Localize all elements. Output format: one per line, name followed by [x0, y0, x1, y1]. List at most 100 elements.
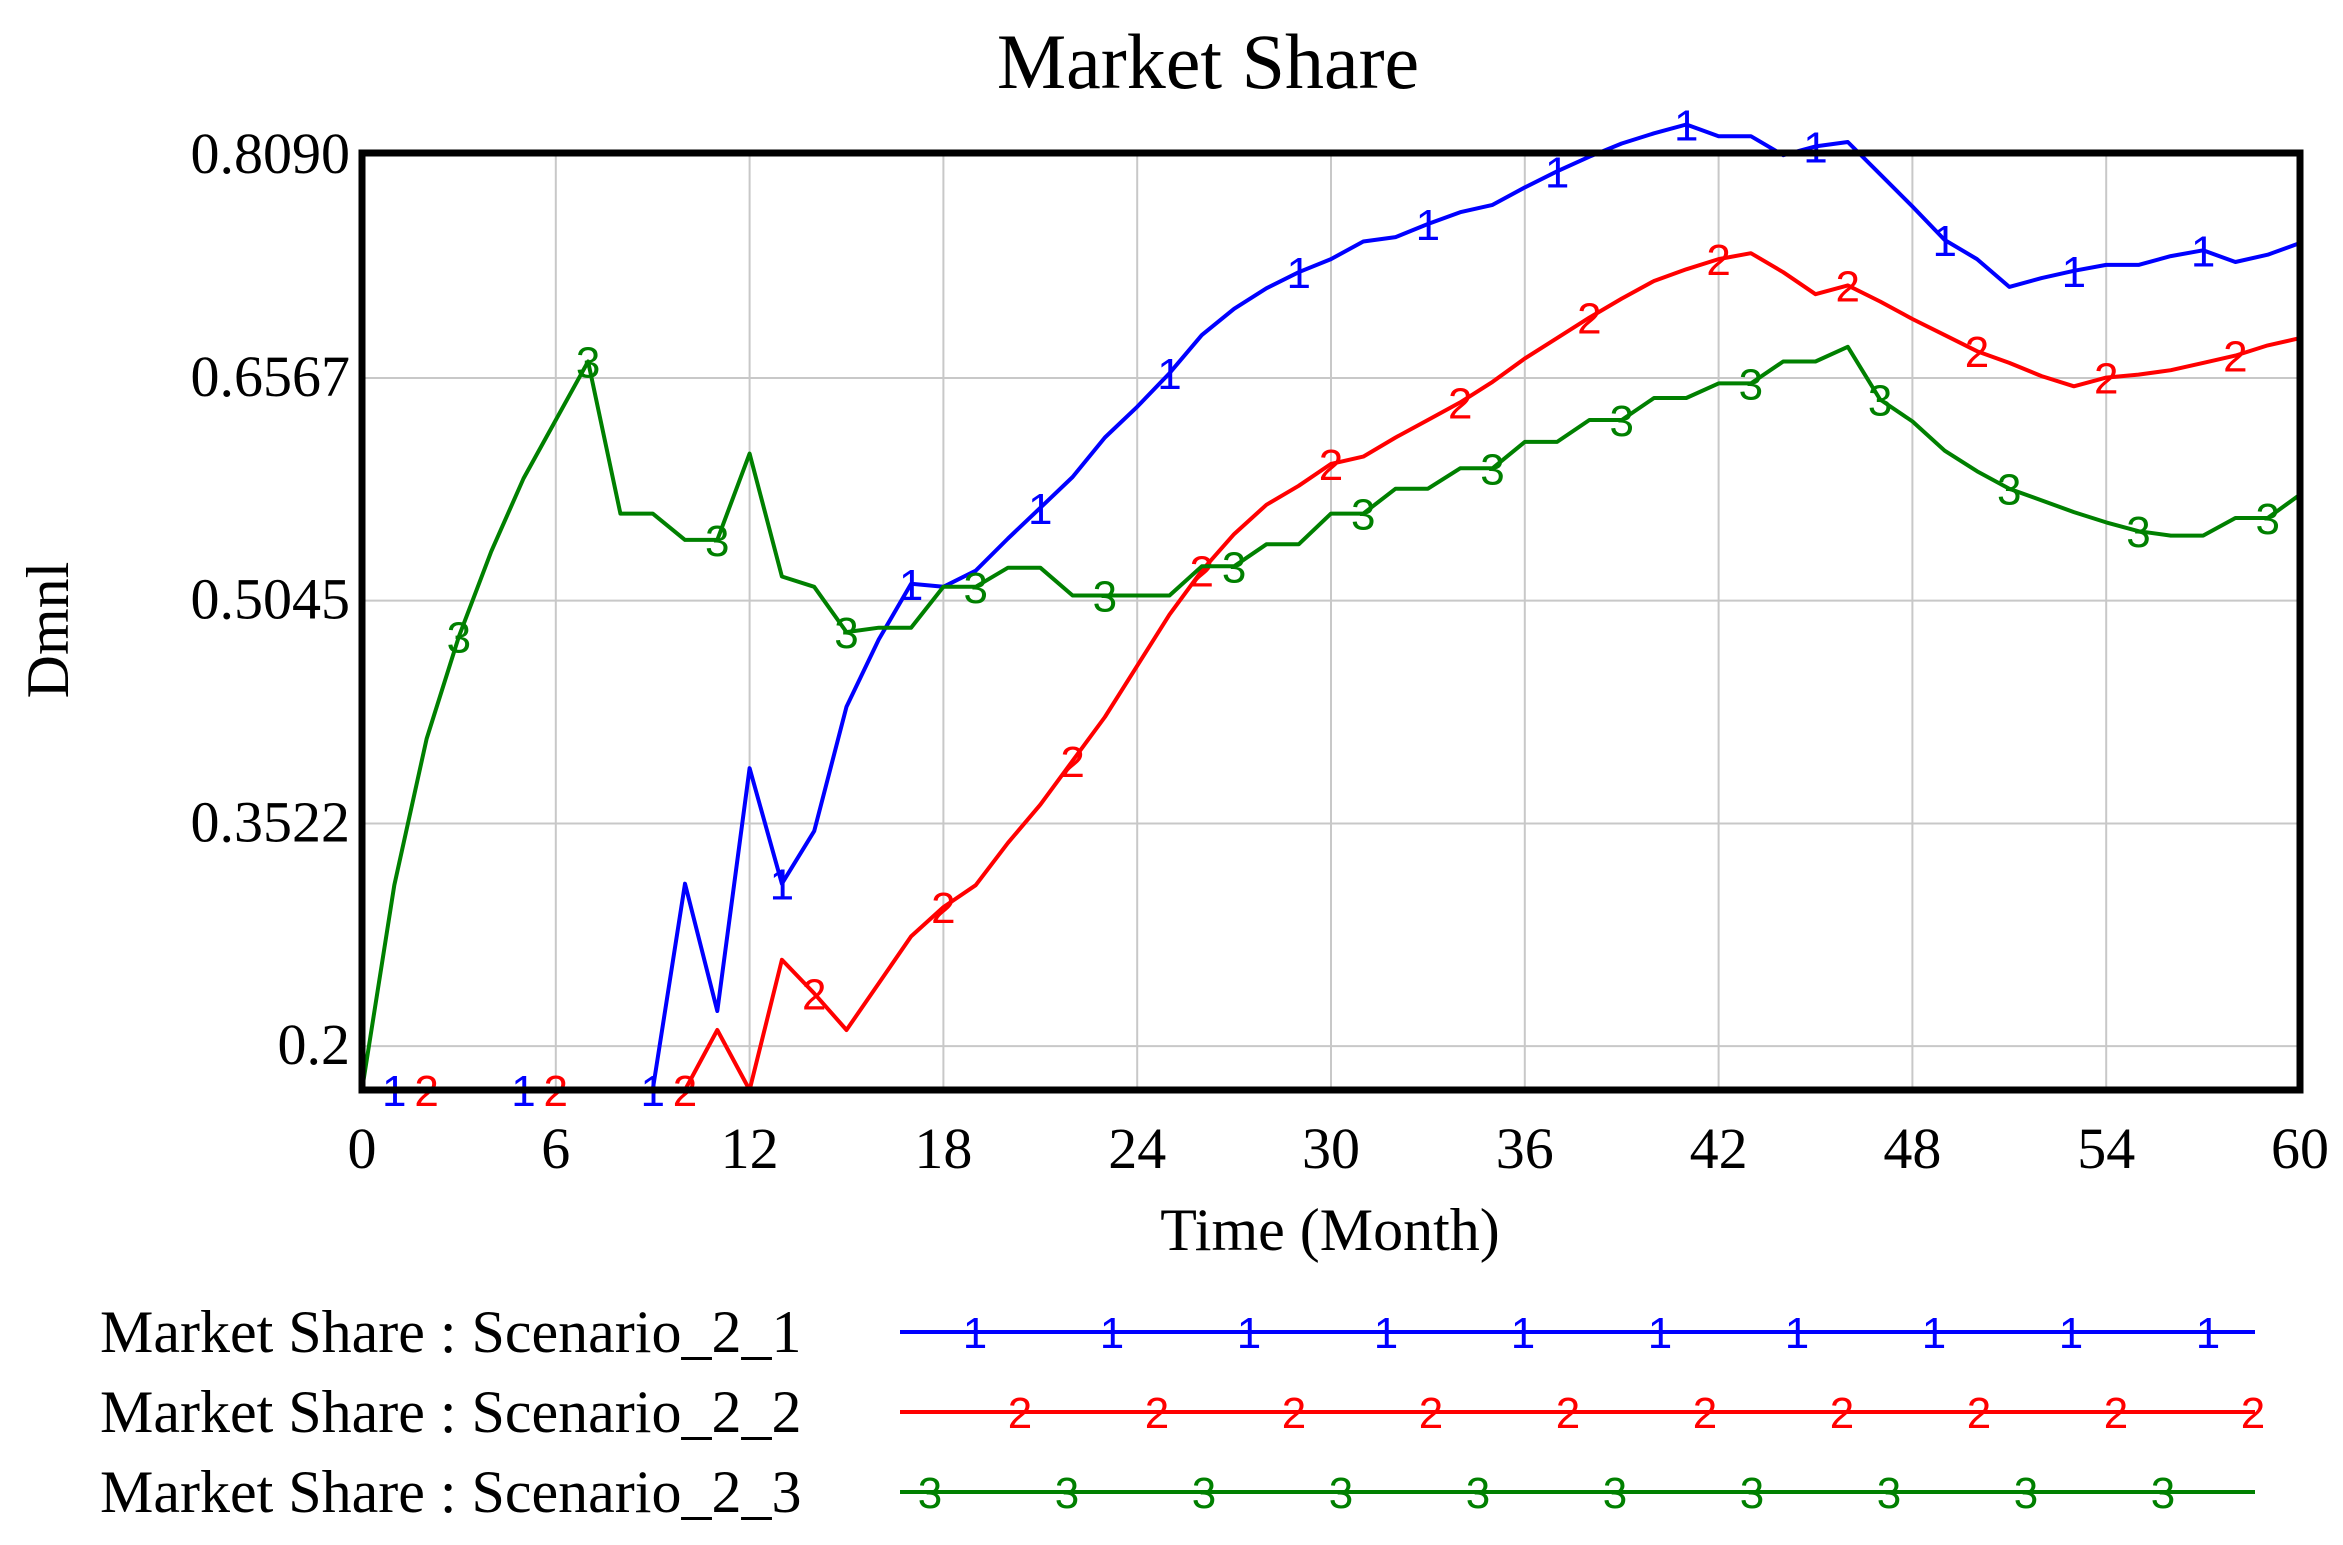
legend-marker-1: 1 [963, 1309, 987, 1358]
legend-label-3: Market Share : Scenario_2_3 [100, 1459, 801, 1525]
series-1-marker: 1 [1416, 201, 1440, 250]
series-3: 3 3 3 3 3 3 3 3 3 3 3 3 3 3 3 [360, 338, 2302, 1091]
legend-marker-2: 2 [1145, 1389, 1169, 1438]
legend-marker-2: 2 [1967, 1389, 1991, 1438]
series-2-marker: 2 [1448, 379, 1472, 428]
series-1-marker: 1 [770, 861, 794, 910]
series-2-marker: 2 [1706, 236, 1730, 285]
legend-marker-3: 3 [1877, 1469, 1901, 1518]
series-1-marker: 1 [2062, 248, 2086, 297]
legend-marker-3: 3 [918, 1469, 942, 1518]
series-3-marker: 3 [1997, 466, 2021, 515]
series-3-marker: 3 [1868, 377, 1892, 426]
x-tick-label-2: 12 [721, 1116, 779, 1181]
x-tick-label-5: 30 [1302, 1116, 1360, 1181]
legend-marker-2: 2 [2241, 1389, 2265, 1438]
legend-marker-2: 2 [1419, 1389, 1443, 1438]
series-2-marker: 2 [802, 970, 826, 1019]
series-2-marker: 2 [1577, 295, 1601, 344]
series-2-marker: 2 [1965, 328, 1989, 377]
series-3-marker: 3 [834, 609, 858, 658]
legend-marker-1: 1 [1374, 1309, 1398, 1358]
legend-marker-2: 2 [2104, 1389, 2128, 1438]
series-2-marker: 2 [2223, 333, 2247, 382]
series-2-marker: 2 [1836, 262, 1860, 311]
series-3-marker: 3 [705, 517, 729, 566]
series-2-marker: 2 [2094, 355, 2118, 404]
legend: Market Share : Scenario_2_1 1 1 1 1 1 1 1 1 1 1 Mar… [100, 1299, 2265, 1525]
series-3-marker: 3 [2126, 508, 2150, 557]
legend-marker-3: 3 [2151, 1469, 2175, 1518]
x-tick-label-1: 6 [541, 1116, 570, 1181]
y-tick-label-3: 0.3522 [191, 789, 351, 854]
x-tick-label-4: 24 [1108, 1116, 1166, 1181]
x-axis-label: Time (Month) [1160, 1197, 1500, 1263]
series-3-marker: 3 [447, 613, 471, 662]
chart-title: Market Share [997, 18, 1419, 105]
y-axis-label: Dmnl [15, 562, 81, 699]
series-3-marker: 3 [576, 338, 600, 387]
legend-marker-3: 3 [1055, 1469, 1079, 1518]
grid [361, 153, 2301, 1090]
series-3-marker: 3 [1480, 445, 1504, 494]
x-tick-label-3: 18 [914, 1116, 972, 1181]
legend-label-1: Market Share : Scenario_2_1 [100, 1299, 801, 1365]
y-tick-label-2: 0.5045 [191, 567, 351, 632]
y-tick-label-0: 0.8090 [191, 121, 351, 186]
series-1-marker: 1 [1286, 249, 1310, 298]
series-2-marker: 2 [1319, 441, 1343, 490]
series-line-3 [360, 344, 2302, 1091]
x-tick-label-7: 42 [1690, 1116, 1748, 1181]
legend-marker-1: 1 [2196, 1309, 2220, 1358]
legend-marker-3: 3 [1603, 1469, 1627, 1518]
series-1-marker: 1 [1803, 123, 1827, 172]
series-1-marker: 1 [1157, 350, 1181, 399]
legend-marker-3: 3 [1192, 1469, 1216, 1518]
legend-marker-1: 1 [1511, 1309, 1535, 1358]
legend-marker-1: 1 [1922, 1309, 1946, 1358]
legend-marker-3: 3 [1466, 1469, 1490, 1518]
series-line-1 [362, 122, 2301, 1092]
series-3-marker: 3 [1609, 397, 1633, 446]
x-tick-label-8: 48 [1883, 1116, 1941, 1181]
series-1-marker: 1 [1932, 217, 1956, 266]
legend-marker-1: 1 [1648, 1309, 1672, 1358]
legend-marker-1: 1 [1785, 1309, 1809, 1358]
plot-frame [358, 149, 2304, 1094]
series-3-marker: 3 [1739, 360, 1763, 409]
y-tick-label-1: 0.6567 [191, 344, 351, 409]
series-2-marker: 2 [1060, 738, 1084, 787]
series-3-marker: 3 [1093, 573, 1117, 622]
legend-marker-1: 1 [1100, 1309, 1124, 1358]
series-3-marker: 3 [963, 564, 987, 613]
legend-marker-2: 2 [1282, 1389, 1306, 1438]
legend-marker-2: 2 [1693, 1389, 1717, 1438]
legend-marker-2: 2 [1008, 1389, 1032, 1438]
legend-marker-1: 1 [1237, 1309, 1261, 1358]
series-1-marker: 1 [899, 561, 923, 610]
y-axis-ticks: 0.8090 0.6567 0.5045 0.3522 0.2 [191, 121, 351, 1077]
legend-marker-3: 3 [1740, 1469, 1764, 1518]
legend-marker-3: 3 [1329, 1469, 1353, 1518]
series-3-marker: 3 [1351, 491, 1375, 540]
series-3-marker: 3 [1222, 543, 1246, 592]
x-tick-label-0: 0 [348, 1116, 377, 1181]
series-1-marker: 1 [1674, 101, 1698, 150]
x-tick-label-9: 54 [2077, 1116, 2135, 1181]
legend-marker-2: 2 [1830, 1389, 1854, 1438]
x-tick-label-10: 60 [2271, 1116, 2329, 1181]
series-2-marker: 2 [931, 884, 955, 933]
series-1-marker: 1 [2191, 227, 2215, 276]
legend-marker-3: 3 [2014, 1469, 2038, 1518]
y-tick-label-4: 0.2 [278, 1012, 351, 1077]
x-tick-label-6: 36 [1496, 1116, 1554, 1181]
legend-label-2: Market Share : Scenario_2_2 [100, 1379, 801, 1445]
legend-marker-2: 2 [1556, 1389, 1580, 1438]
series-1-marker: 1 [1028, 485, 1052, 534]
legend-marker-1: 1 [2059, 1309, 2083, 1358]
x-axis-ticks: 0 6 12 18 24 30 36 42 48 54 60 [348, 1116, 2330, 1181]
series-3-marker: 3 [2255, 495, 2279, 544]
